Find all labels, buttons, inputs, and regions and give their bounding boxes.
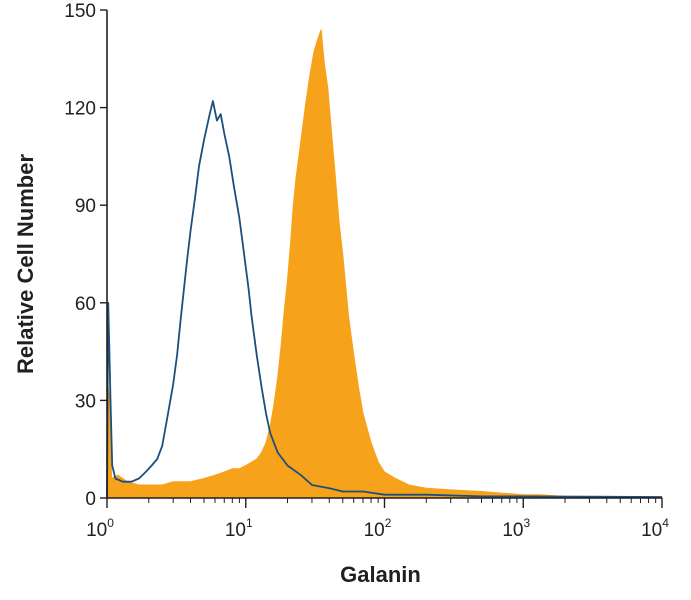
y-tick-label: 60: [75, 294, 96, 315]
series-0-filled-histogram: [106, 29, 663, 499]
series-layer: [106, 29, 663, 499]
x-tick-label: 101: [225, 516, 253, 541]
axes-layer: [106, 10, 662, 499]
y-tick-label: 0: [85, 489, 96, 510]
x-tick-label: 102: [364, 516, 392, 541]
y-tick-label: 150: [64, 1, 96, 22]
y-tick-label: 120: [64, 99, 96, 120]
y-axis-ticks: 0 30 60 90 120 150: [64, 1, 107, 510]
series-1-outline-histogram: [106, 100, 663, 499]
x-tick-label: 103: [502, 516, 530, 541]
y-axis-title: Relative Cell Number: [13, 154, 38, 375]
x-axis-ticks: 100 101 102 103 104: [86, 498, 669, 541]
x-axis-title: Galanin: [340, 562, 421, 587]
x-tick-label: 100: [86, 516, 114, 541]
y-tick-label: 90: [75, 196, 96, 217]
x-tick-label: 104: [641, 516, 669, 541]
y-tick-label: 30: [75, 391, 96, 412]
